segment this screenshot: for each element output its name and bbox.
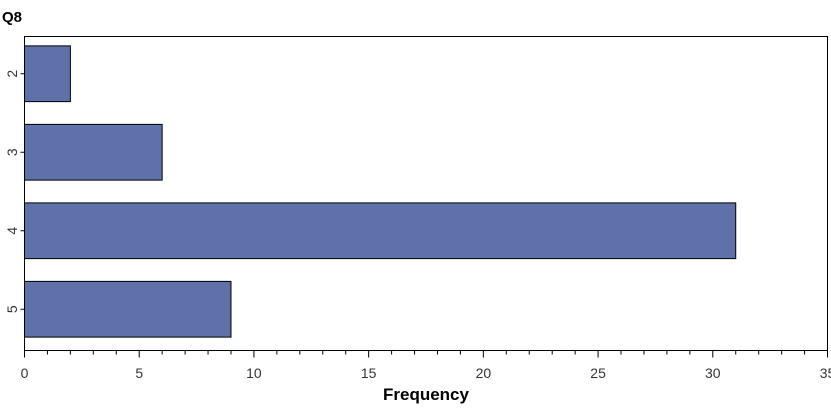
- bar-3: [24, 123, 163, 181]
- y-tick-label-3: 3: [4, 148, 20, 156]
- chart-title: Q8: [2, 9, 22, 26]
- x-tick-label-25: 25: [590, 365, 606, 381]
- y-tick-label-4: 4: [4, 227, 20, 235]
- x-axis: 0 5 10 15 20 25 30 35: [21, 350, 831, 381]
- plot-frame: [24, 36, 828, 351]
- x-tick-label-5: 5: [135, 365, 143, 381]
- bar-2: [24, 45, 71, 103]
- y-axis: 2 3 4 5: [4, 70, 25, 313]
- x-tick-label-0: 0: [21, 365, 29, 381]
- y-tick-label-2: 2: [4, 70, 20, 78]
- x-tick-label-10: 10: [246, 365, 262, 381]
- x-axis-label: Frequency: [383, 385, 470, 404]
- x-tick-label-20: 20: [476, 365, 492, 381]
- y-tick-label-5: 5: [4, 305, 20, 313]
- x-tick-label-35: 35: [820, 365, 831, 381]
- x-tick-label-15: 15: [361, 365, 377, 381]
- x-tick-label-30: 30: [705, 365, 721, 381]
- bar-4: [24, 202, 737, 260]
- bar-5: [24, 280, 232, 338]
- bars-group: [24, 45, 737, 338]
